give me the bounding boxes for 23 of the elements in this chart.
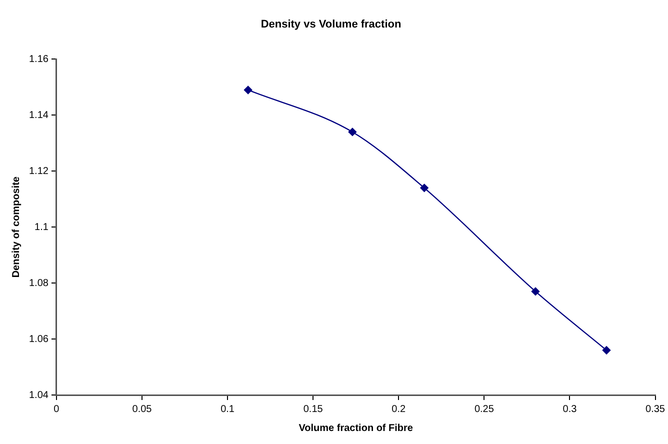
x-axis-title: Volume fraction of Fibre [298,422,414,434]
x-tick-label: 0.35 [646,404,666,415]
x-tick-label: 0 [54,404,60,415]
y-tick-label: 1.06 [28,334,49,345]
point [531,287,540,296]
x-tick-label: 0.1 [220,404,235,415]
x-tick-label: 0.3 [562,404,578,415]
point [602,346,611,354]
chart-title: Density vs Volume fraction [260,18,402,31]
y-tick-label: 1.08 [28,278,49,289]
point [244,86,252,94]
x-tick-label: 0.05 [132,404,152,415]
x-tick-label: 0.15 [303,404,324,415]
y-tick-label: 1.1 [34,222,49,233]
y-axis-title: Density of composite [10,176,22,278]
y-tick-label: 1.12 [28,166,49,177]
y-tick-label: 1.16 [28,54,49,65]
point [348,128,357,136]
x-tick-label: 0.2 [392,404,406,415]
y-tick-label: 1.14 [28,110,49,121]
y-tick-label: 1.04 [28,390,49,401]
point [420,184,428,192]
x-tick-label: 0.25 [474,404,494,415]
